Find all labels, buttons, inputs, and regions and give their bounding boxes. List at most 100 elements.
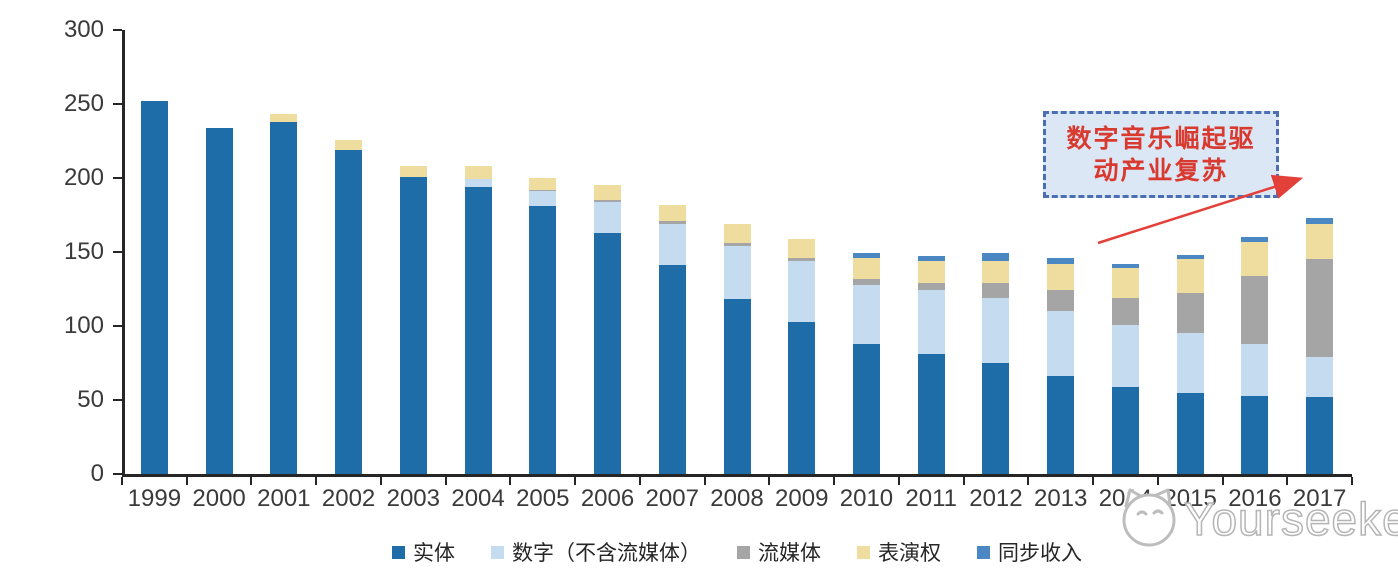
bar-segment <box>1241 241 1269 276</box>
annotation-text-line2: 动产业复苏 <box>1093 156 1229 185</box>
legend-label: 表演权 <box>878 542 941 565</box>
legend-label: 数字（不含流媒体） <box>512 542 701 565</box>
bar-segment <box>788 260 816 322</box>
x-axis-tick <box>574 477 577 485</box>
bar-segment <box>917 354 945 474</box>
bar-segment <box>723 299 751 474</box>
bar-segment <box>917 290 945 355</box>
y-axis-tick <box>113 473 122 475</box>
bar-segment <box>1241 395 1269 474</box>
bar-segment <box>982 363 1010 474</box>
x-axis-label: 2012 <box>969 485 1023 512</box>
bar-segment <box>658 265 686 474</box>
x-axis-tick <box>185 477 188 485</box>
bar-segment <box>982 260 1010 284</box>
bar-segment <box>1047 311 1075 377</box>
y-axis-line <box>122 30 125 477</box>
y-axis-label: 250 <box>63 90 104 117</box>
bar-segment <box>723 243 751 247</box>
x-axis-label: 2002 <box>321 485 376 512</box>
annotation-text-line1: 数字音乐崛起驱 <box>1066 124 1256 153</box>
bar-segment <box>594 185 622 201</box>
bar-segment <box>1176 254 1204 260</box>
bar-segment <box>1306 223 1334 260</box>
x-axis-label: 2004 <box>451 485 505 512</box>
x-axis-label: 2005 <box>516 485 570 512</box>
bar-segment <box>1176 333 1204 393</box>
bar-segment <box>1111 386 1139 474</box>
bar-segment <box>594 201 622 233</box>
bar-segment <box>464 179 492 187</box>
bar-segment <box>917 256 945 261</box>
bar-segment <box>917 260 945 284</box>
x-axis-tick <box>638 477 641 485</box>
x-axis-tick <box>1351 477 1353 485</box>
bar-segment <box>529 178 557 190</box>
legend-item: 表演权 <box>857 537 941 567</box>
bar-segment <box>982 253 1010 261</box>
bar-segment <box>1047 263 1075 291</box>
x-axis-tick <box>379 477 382 485</box>
bar-segment <box>335 149 363 474</box>
legend-label: 实体 <box>413 542 455 565</box>
bar-segment <box>658 223 686 266</box>
bar-segment <box>399 176 427 474</box>
x-axis-tick <box>1221 477 1224 485</box>
bar-segment <box>658 204 686 221</box>
bar-segment <box>1176 392 1204 474</box>
bar-segment <box>399 166 427 177</box>
bar-segment <box>917 283 945 291</box>
bar-segment <box>852 343 880 474</box>
legend-swatch-icon <box>737 545 750 559</box>
bar-segment <box>1176 259 1204 294</box>
legend-swatch-icon <box>491 545 504 559</box>
legend-swatch-icon <box>392 545 405 559</box>
bar-segment <box>1111 263 1139 269</box>
y-axis-tick <box>113 325 122 327</box>
bar-segment <box>335 139 363 150</box>
bar-segment <box>1306 259 1334 358</box>
x-axis-label: 2003 <box>386 485 440 512</box>
legend-swatch-icon <box>977 545 990 559</box>
y-axis-label: 200 <box>63 164 104 191</box>
y-axis-label: 150 <box>63 238 104 265</box>
bar-segment <box>1176 293 1204 334</box>
bar-segment <box>270 114 298 122</box>
bar-segment <box>270 121 298 474</box>
y-axis-label: 300 <box>63 16 104 43</box>
bar-segment <box>594 200 622 202</box>
legend-label: 同步收入 <box>998 542 1082 565</box>
x-axis-label: 2016 <box>1228 485 1282 512</box>
x-axis-tick <box>1027 477 1030 485</box>
bar-segment <box>788 257 816 261</box>
y-axis-tick <box>113 251 122 253</box>
bar-segment <box>529 191 557 207</box>
x-axis-label: 2008 <box>710 485 764 512</box>
bar-segment <box>1241 275 1269 344</box>
bar-segment <box>982 297 1010 363</box>
bar-segment <box>1306 397 1334 474</box>
bar-segment <box>464 166 492 180</box>
bar-segment <box>788 321 816 474</box>
bar-segment <box>852 284 880 344</box>
bar-segment <box>723 246 751 300</box>
x-axis-tick <box>962 477 965 485</box>
bar-segment <box>982 283 1010 298</box>
bar-segment <box>1111 297 1139 325</box>
bar-segment <box>1047 376 1075 474</box>
legend-item: 流媒体 <box>737 537 821 567</box>
bar-segment <box>1306 217 1334 224</box>
bar-segment <box>529 189 557 192</box>
y-axis-tick <box>113 103 122 105</box>
bar-segment <box>594 232 622 474</box>
x-axis-tick <box>509 477 512 485</box>
bar-segment <box>852 257 880 279</box>
bar-segment <box>1111 324 1139 387</box>
x-axis-tick <box>250 477 253 485</box>
x-axis-tick <box>833 477 836 485</box>
bar-segment <box>852 278 880 285</box>
x-axis-label: 2007 <box>645 485 699 512</box>
x-axis-tick <box>1092 477 1095 485</box>
x-axis-label: 2015 <box>1163 485 1217 512</box>
x-axis-label: 2017 <box>1292 485 1347 512</box>
